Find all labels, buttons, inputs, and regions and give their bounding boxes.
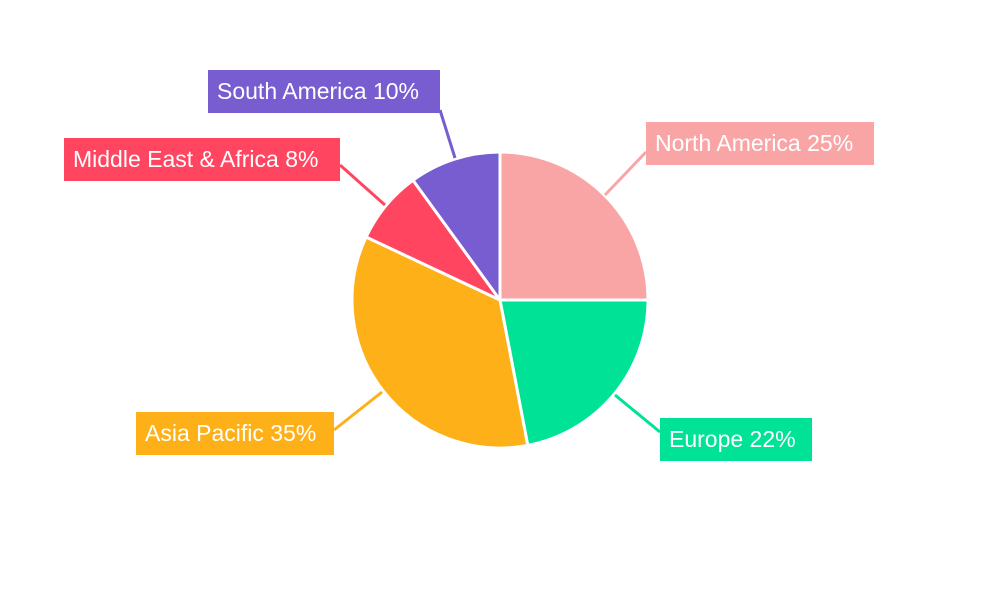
leader-line (614, 393, 661, 434)
pie-slice-asia-pacific[interactable] (350, 234, 530, 450)
leader-line (333, 390, 383, 432)
label-north-america: North America 25% (646, 122, 874, 165)
label-europe: Europe 22% (660, 418, 812, 461)
pie-slice-europe[interactable] (498, 298, 650, 448)
leader-line (438, 109, 457, 159)
leader-line (603, 150, 648, 197)
label-south-america: South America 10% (208, 70, 440, 113)
pie-slice-south-america[interactable] (410, 150, 502, 305)
label-middle-east-africa: Middle East & Africa 8% (64, 138, 340, 181)
pie-slice-north-america[interactable] (498, 150, 650, 302)
leader-line (339, 163, 386, 207)
label-asia-pacific: Asia Pacific 35% (136, 412, 334, 455)
